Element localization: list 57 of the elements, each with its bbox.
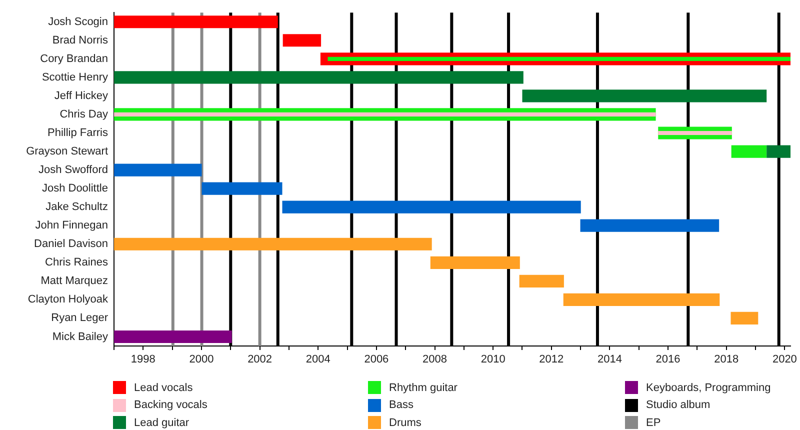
- y-tick-label: Mick Bailey: [52, 330, 108, 343]
- bar: [202, 182, 282, 195]
- bar: [766, 145, 791, 158]
- bar: [430, 256, 520, 269]
- bar: [563, 293, 720, 306]
- bar: [114, 16, 278, 28]
- bar: [580, 219, 720, 232]
- x-tick-label: 2008: [422, 354, 448, 366]
- x-tick-label: 2000: [189, 354, 214, 366]
- bar: [114, 238, 432, 250]
- x-tick-label: 2002: [248, 354, 272, 366]
- bar: [519, 274, 564, 288]
- y-tick-label: John Finnegan: [35, 220, 108, 232]
- legend-label: Studio album: [646, 399, 710, 412]
- y-tick-label: Daniel Davison: [34, 238, 108, 250]
- legend-label: Bass: [389, 399, 414, 412]
- y-tick-label: Matt Marquez: [40, 275, 108, 288]
- legend-label: EP: [646, 416, 661, 429]
- bar: [282, 34, 322, 47]
- x-tick-label: 2018: [714, 354, 739, 366]
- x-tick-label: 2012: [539, 354, 564, 366]
- y-tick-label: Jake Schultz: [46, 201, 108, 214]
- y-tick-label: Clayton Holyoak: [28, 294, 108, 306]
- bar: [114, 330, 232, 344]
- bar: [730, 312, 758, 325]
- x-tick-label: 2020: [772, 354, 797, 366]
- legend-label: Backing vocals: [134, 399, 208, 412]
- legend-label: Lead guitar: [134, 416, 190, 429]
- y-tick-label: Scottie Henry: [42, 71, 108, 84]
- bar: [114, 164, 202, 176]
- y-tick-label: Brad Norris: [52, 34, 108, 46]
- bar: [522, 90, 767, 102]
- y-tick-label: Phillip Farris: [47, 127, 108, 140]
- y-tick-label: Grayson Stewart: [26, 146, 108, 158]
- legend-label: Lead vocals: [134, 382, 193, 394]
- y-tick-label: Cory Brandan: [40, 52, 108, 65]
- y-tick-label: Josh Doolittle: [42, 182, 108, 195]
- legend-label: Drums: [389, 416, 422, 429]
- bar: [114, 71, 524, 84]
- y-tick-label: Ryan Leger: [51, 312, 108, 324]
- y-tick-label: Chris Raines: [45, 256, 108, 269]
- y-tick-label: Josh Scogin: [48, 16, 108, 28]
- legend-label: Keyboards, Programming: [646, 382, 771, 394]
- x-tick-label: 2014: [597, 354, 622, 366]
- x-tick-label: 1998: [130, 354, 156, 366]
- y-tick-label: Jeff Hickey: [54, 90, 108, 102]
- bar: [114, 112, 656, 117]
- legend-label: Rhythm guitar: [389, 382, 458, 394]
- x-tick-label: 2006: [364, 354, 389, 366]
- y-tick-label: Josh Swofford: [38, 164, 108, 176]
- bar: [282, 200, 581, 214]
- x-tick-label: 2016: [656, 354, 680, 366]
- x-tick-label: 2004: [306, 354, 330, 366]
- bar: [731, 145, 767, 158]
- y-tick-label: Chris Day: [60, 108, 108, 121]
- bar: [658, 130, 732, 136]
- x-tick-label: 2010: [480, 354, 506, 366]
